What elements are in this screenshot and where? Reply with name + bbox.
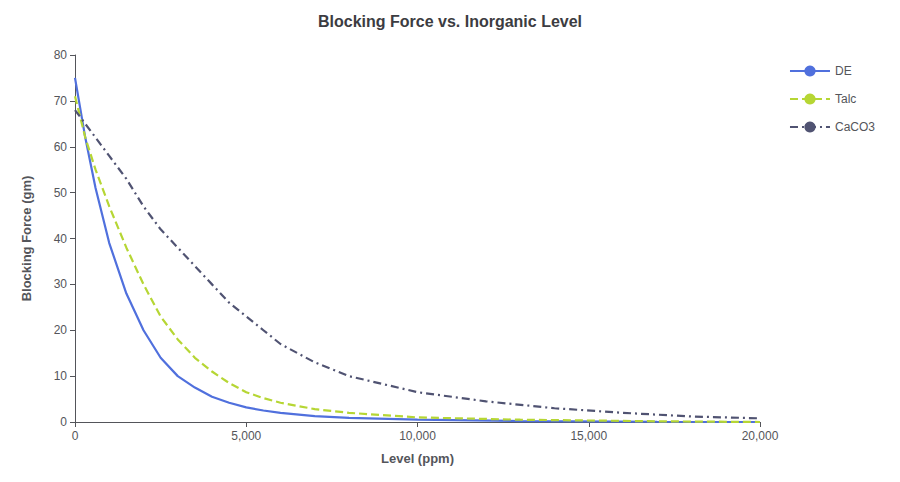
svg-text:Talc: Talc xyxy=(835,92,856,106)
svg-text:CaCO3: CaCO3 xyxy=(835,120,875,134)
svg-text:15,000: 15,000 xyxy=(570,429,607,443)
svg-text:70: 70 xyxy=(54,94,68,108)
svg-text:Blocking Force vs. Inorganic L: Blocking Force vs. Inorganic Level xyxy=(318,13,582,30)
svg-text:50: 50 xyxy=(54,186,68,200)
svg-text:10,000: 10,000 xyxy=(399,429,436,443)
svg-text:30: 30 xyxy=(54,277,68,291)
svg-text:80: 80 xyxy=(54,48,68,62)
svg-text:0: 0 xyxy=(72,429,79,443)
svg-text:40: 40 xyxy=(54,232,68,246)
svg-text:20: 20 xyxy=(54,323,68,337)
svg-text:DE: DE xyxy=(835,64,852,78)
svg-text:20,000: 20,000 xyxy=(742,429,779,443)
svg-text:60: 60 xyxy=(54,140,68,154)
svg-text:10: 10 xyxy=(54,369,68,383)
svg-text:Level (ppm): Level (ppm) xyxy=(381,451,454,466)
svg-text:0: 0 xyxy=(60,415,67,429)
svg-text:5,000: 5,000 xyxy=(231,429,261,443)
svg-text:Blocking Force (gm): Blocking Force (gm) xyxy=(19,176,34,302)
